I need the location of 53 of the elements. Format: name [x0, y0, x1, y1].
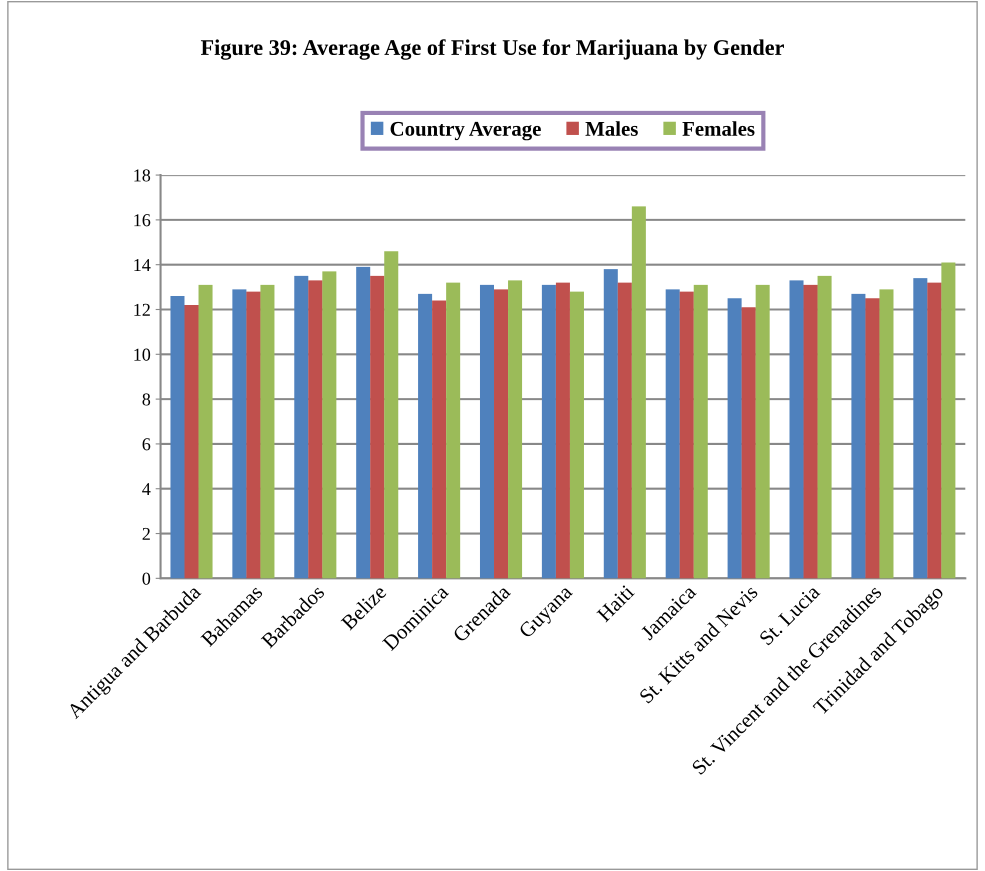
bar [851, 294, 866, 578]
bar [308, 280, 322, 578]
bar [418, 294, 432, 578]
bar [789, 280, 804, 578]
legend-label: Country Average [390, 122, 541, 140]
y-tick-label: 16 [134, 214, 150, 226]
bar [913, 278, 928, 578]
bar [246, 292, 260, 578]
y-tick-label: 2 [142, 528, 150, 540]
bar [666, 289, 680, 578]
bar [818, 276, 832, 578]
bar [865, 298, 880, 578]
bar [680, 292, 694, 578]
y-tick-label: 8 [142, 393, 150, 406]
bar [432, 300, 446, 578]
bar [508, 280, 522, 578]
bar [356, 266, 370, 578]
y-tick-label: 10 [134, 348, 150, 361]
chart-title: Figure 39: Average Age of First Use for Marijuana by Gender [200, 39, 784, 60]
bar [927, 282, 942, 578]
bar [556, 282, 570, 578]
bar [322, 271, 336, 578]
bar [570, 292, 584, 578]
bar [384, 251, 398, 578]
y-tick-label: 12 [134, 304, 150, 316]
bar [494, 289, 508, 578]
y-tick-label: 14 [134, 259, 151, 271]
y-tick-label: 4 [142, 483, 151, 495]
bar [742, 307, 756, 578]
bar [756, 284, 770, 578]
y-tick-label: 6 [142, 438, 150, 450]
legend-label: Females [682, 121, 754, 136]
bar [260, 284, 274, 578]
y-tick-label: 0 [142, 572, 150, 585]
legend-label: Males [586, 121, 638, 136]
bar [446, 282, 460, 578]
bar [198, 284, 213, 578]
bar [184, 305, 199, 578]
y-tick-label: 18 [134, 169, 150, 182]
bar [542, 284, 556, 578]
bar [370, 276, 384, 578]
bar [941, 262, 956, 578]
bar [694, 284, 708, 578]
bar [294, 276, 308, 578]
bar [618, 282, 632, 578]
bar [232, 289, 246, 578]
bar [728, 298, 742, 578]
bar [480, 284, 494, 578]
bar [604, 269, 618, 578]
bar [879, 289, 894, 578]
bar [632, 206, 646, 578]
bar [804, 284, 818, 578]
bar [170, 296, 184, 578]
